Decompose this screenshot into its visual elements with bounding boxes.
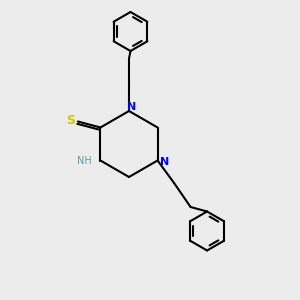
Text: S: S	[66, 113, 75, 127]
Text: NH: NH	[76, 155, 91, 166]
Text: N: N	[160, 157, 169, 167]
Text: N: N	[127, 102, 136, 112]
